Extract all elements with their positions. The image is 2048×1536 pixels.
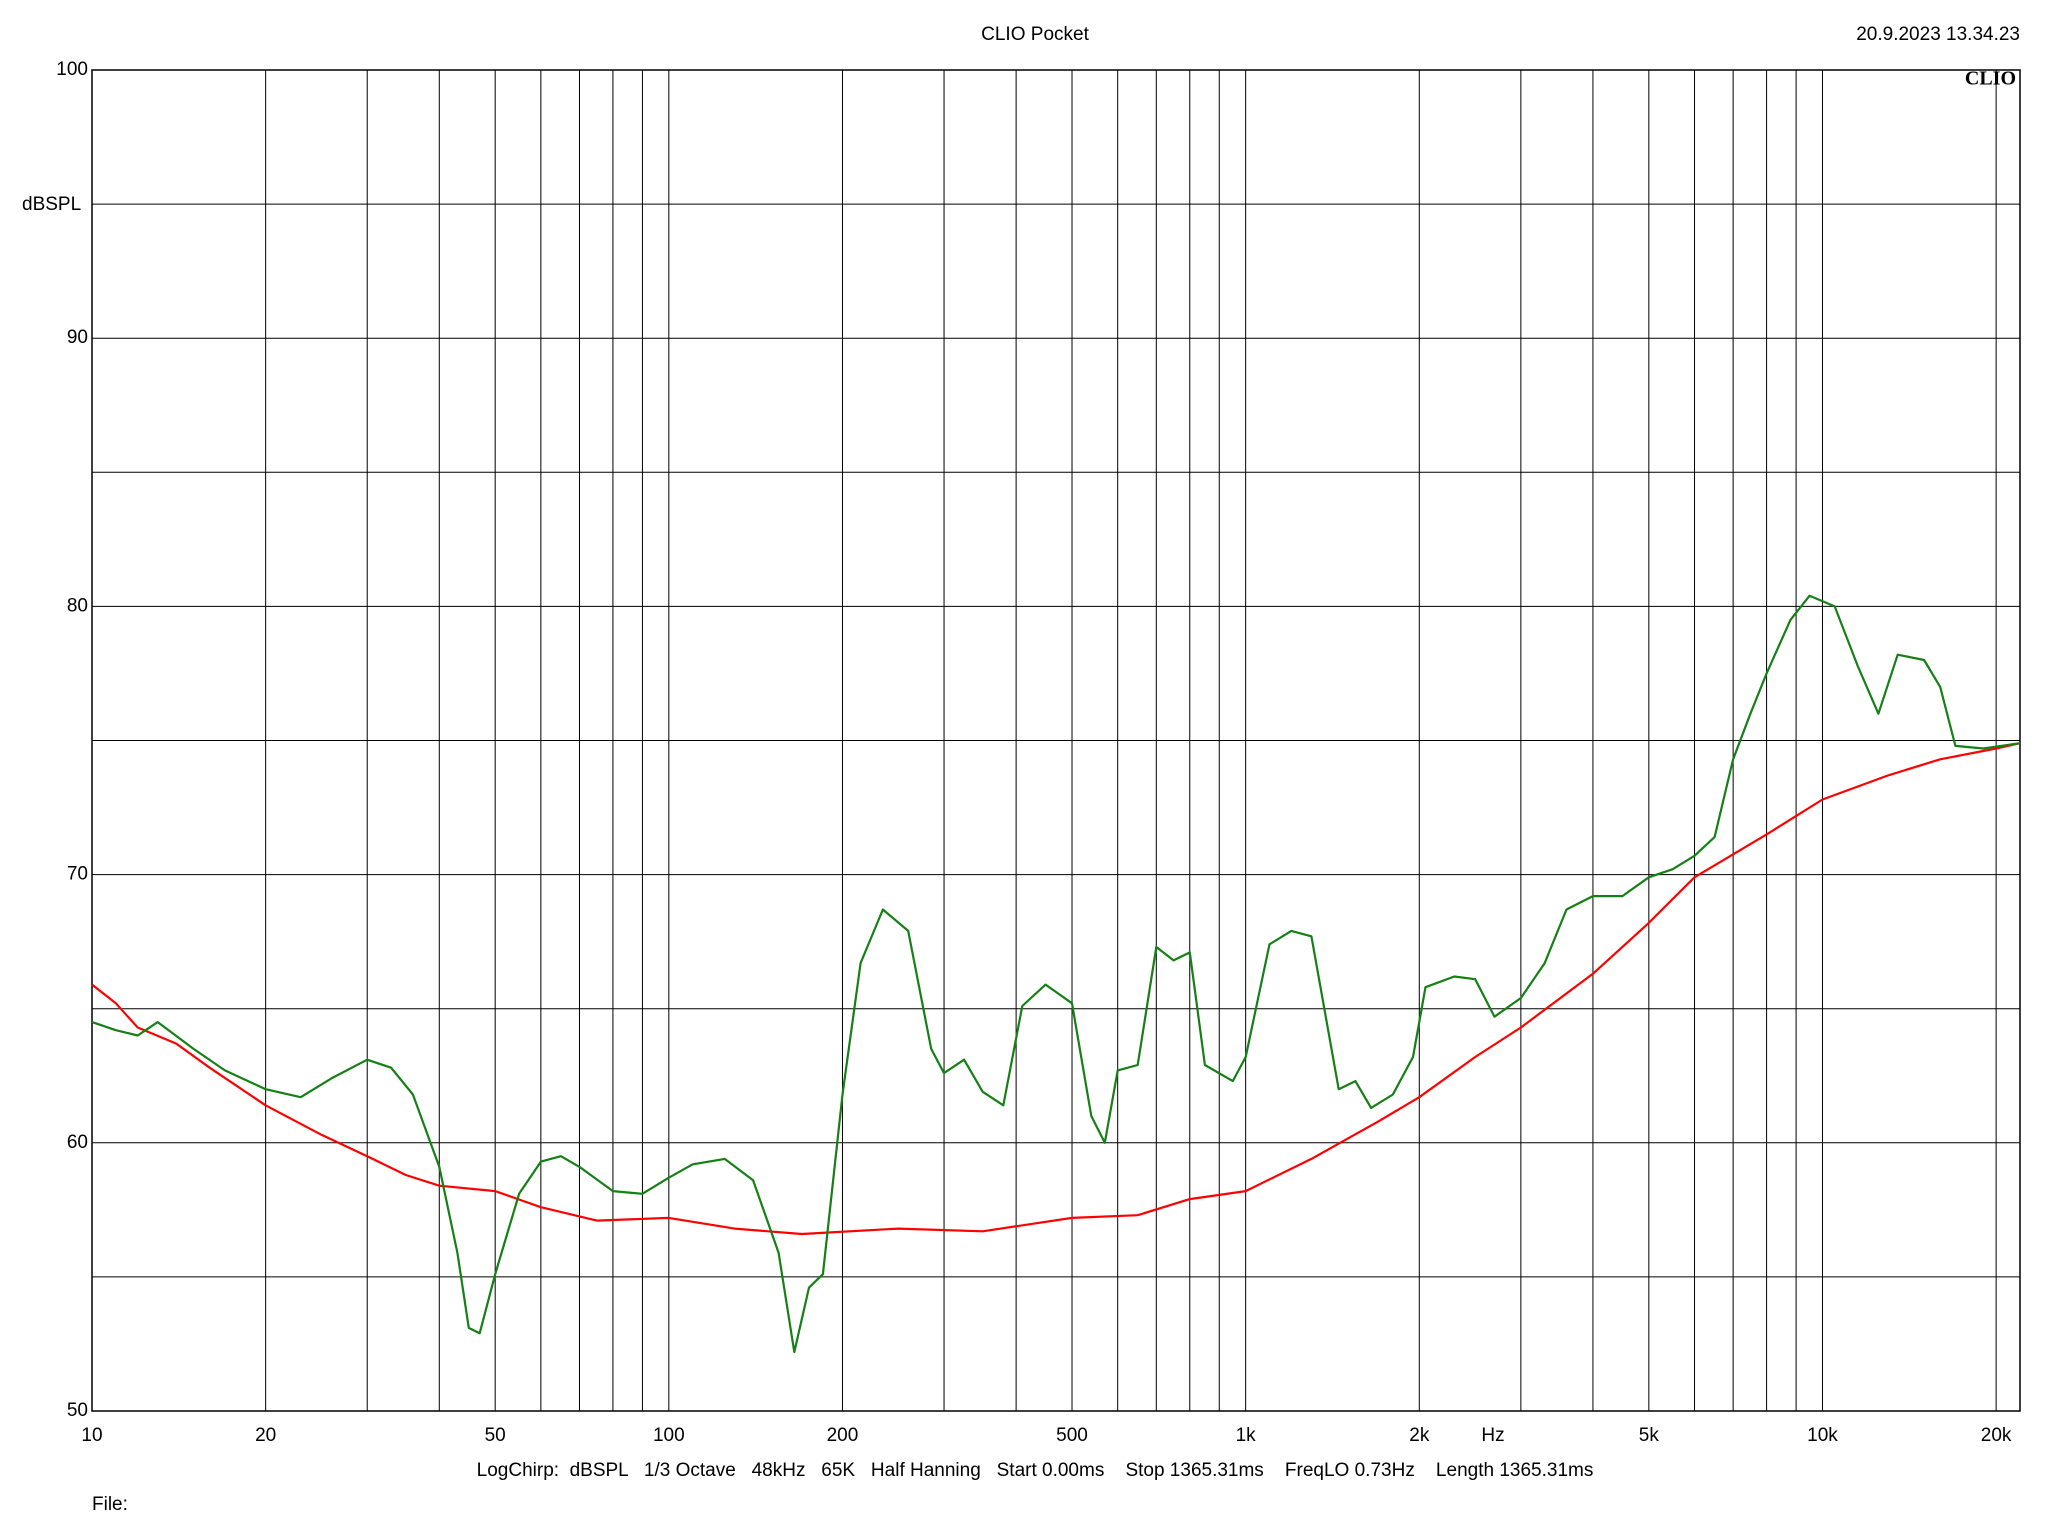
x-tick-label: 10k (1807, 1425, 1838, 1446)
chart-title: CLIO Pocket (981, 24, 1089, 45)
file-label: File: (92, 1494, 128, 1515)
y-tick-label: 70 (67, 864, 88, 885)
x-tick-label: 500 (1056, 1425, 1088, 1446)
x-tick-label: 1k (1236, 1425, 1257, 1446)
x-tick-label: 20k (1981, 1425, 2012, 1446)
x-tick-label: 100 (653, 1425, 685, 1446)
x-axis-label: Hz (1481, 1425, 1504, 1446)
y-tick-label: 80 (67, 595, 88, 616)
x-tick-label: 20 (255, 1425, 276, 1446)
y-axis-label: dBSPL (22, 194, 81, 215)
settings-footer: LogChirp: dBSPL 1/3 Octave 48kHz 65K Hal… (477, 1460, 1594, 1481)
data-line (91, 742, 2021, 1236)
timestamp: 20.9.2023 13.34.23 (1856, 24, 2020, 45)
x-tick-label: 10 (81, 1425, 102, 1446)
y-tick-label: 60 (67, 1132, 88, 1153)
y-tick-label: 50 (67, 1400, 88, 1421)
y-tick-label: 100 (56, 59, 88, 80)
y-tick-label: 90 (67, 327, 88, 348)
x-tick-label: 200 (827, 1425, 859, 1446)
x-tick-label: 5k (1639, 1425, 1660, 1446)
plot-frame (91, 69, 2021, 1412)
data-line (91, 594, 2021, 1354)
logo: CLIO (1965, 68, 2016, 90)
x-tick-label: 2k (1409, 1425, 1430, 1446)
x-tick-label: 50 (485, 1425, 506, 1446)
